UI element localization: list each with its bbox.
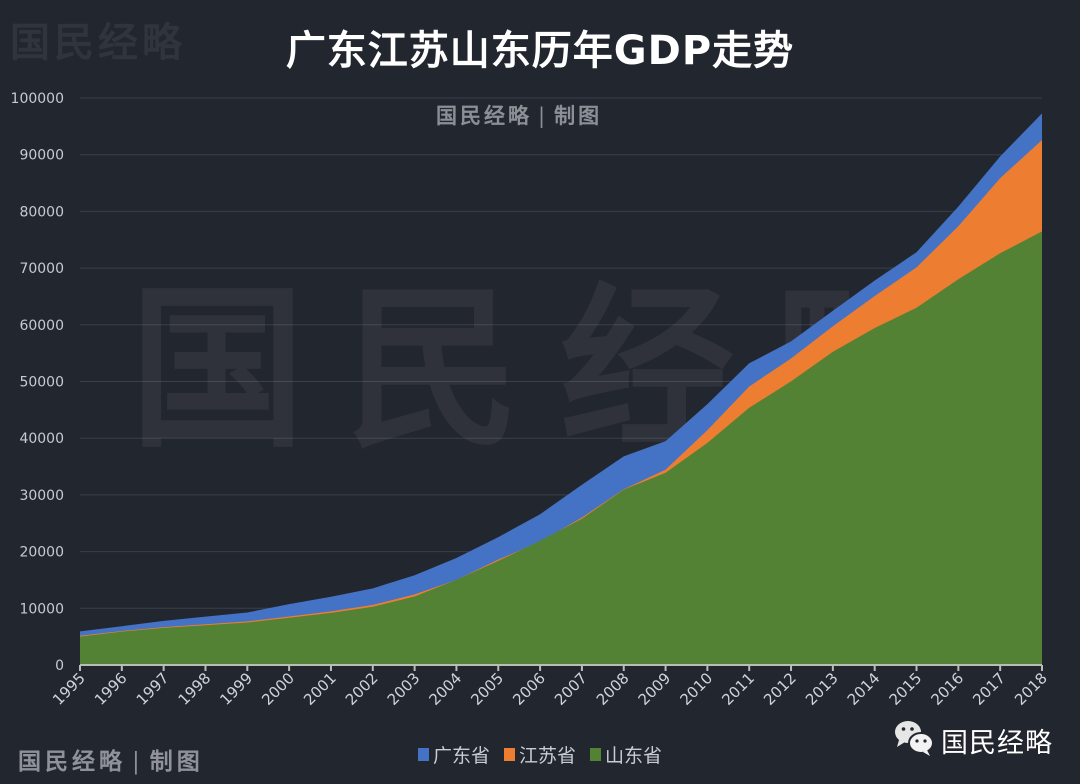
credit-brand: 国民经略: [18, 748, 126, 775]
x-tick-label: 1997: [133, 669, 173, 709]
x-tick-label: 2006: [509, 669, 549, 709]
y-tick-label: 60000: [19, 318, 64, 334]
x-tick-label: 1998: [175, 669, 215, 709]
wechat-account-name: 国民经略: [941, 727, 1053, 759]
y-tick-label: 20000: [19, 545, 64, 561]
x-tick-label: 2003: [384, 669, 424, 709]
x-tick-label: 1995: [49, 669, 89, 709]
legend-swatch: [418, 748, 429, 761]
y-tick-label: 70000: [19, 261, 64, 277]
legend-label: 江苏省: [519, 745, 577, 767]
x-tick-label: 1996: [91, 669, 131, 709]
x-tick-label: 1999: [216, 669, 256, 709]
legend-label: 山东省: [605, 745, 663, 767]
y-tick-label: 100000: [11, 91, 64, 107]
legend-swatch: [504, 748, 516, 761]
x-tick-label: 2007: [551, 669, 591, 709]
y-tick-label: 0: [55, 658, 64, 674]
x-tick-label: 2004: [426, 669, 466, 709]
x-tick-label: 2002: [342, 669, 382, 709]
y-tick-label: 40000: [19, 431, 64, 447]
chart-title: 广东江苏山东历年GDP走势: [285, 28, 795, 74]
x-tick-label: 2014: [844, 669, 884, 709]
credit-watermark-top: 国民经略 | 制图: [436, 100, 602, 130]
y-axis: 0 10000 20000 30000 40000 50000 60000 70000 8000…: [11, 91, 64, 674]
x-tick-label: 2009: [635, 669, 675, 709]
corner-watermark: 国民经略: [10, 19, 186, 66]
x-tick-label: 2008: [593, 669, 633, 709]
legend-item-shandong: 山东省: [590, 741, 662, 768]
x-tick-label: 2012: [760, 669, 800, 709]
y-tick-label: 10000: [19, 601, 64, 617]
wechat-icon: [893, 718, 935, 762]
x-tick-label: 2018: [1011, 669, 1051, 709]
credit-separator: |: [538, 104, 549, 128]
legend-label: 广东省: [433, 745, 491, 767]
y-tick-label: 30000: [19, 488, 64, 504]
legend-swatch: [590, 748, 602, 761]
x-tick-label: 2010: [676, 669, 716, 709]
area-shandong: [80, 231, 1042, 665]
y-tick-label: 80000: [19, 204, 64, 220]
x-tick-label: 2001: [300, 669, 340, 709]
x-tick-label: 2005: [467, 669, 507, 709]
y-tick-label: 90000: [19, 148, 64, 164]
legend-item-jiangsu: 江苏省: [504, 741, 576, 768]
x-tick-label: 2015: [886, 669, 926, 709]
area-series: [80, 113, 1042, 665]
credit-brand: 国民经略: [436, 103, 532, 128]
credit-suffix: 制图: [554, 103, 603, 128]
x-axis: 1995 1996 1997 1998 1999 2000 2001 2002 2003 2004…: [49, 664, 1051, 709]
x-tick-label: 2011: [718, 669, 758, 709]
x-tick-label: 2016: [927, 669, 967, 709]
legend-item-guangdong: 广东省: [418, 741, 490, 768]
x-tick-label: 2000: [258, 669, 298, 709]
credit-separator: |: [132, 749, 144, 775]
y-tick-label: 50000: [19, 375, 64, 391]
wechat-account-badge: 国民经略: [893, 718, 1053, 762]
credit-suffix: 制图: [149, 748, 204, 775]
x-tick-label: 2017: [969, 669, 1009, 709]
x-tick-label: 2013: [802, 669, 842, 709]
chart-legend: 广东省 江苏省 山东省: [418, 741, 662, 768]
credit-watermark-bottom: 国民经略 | 制图: [18, 742, 204, 776]
